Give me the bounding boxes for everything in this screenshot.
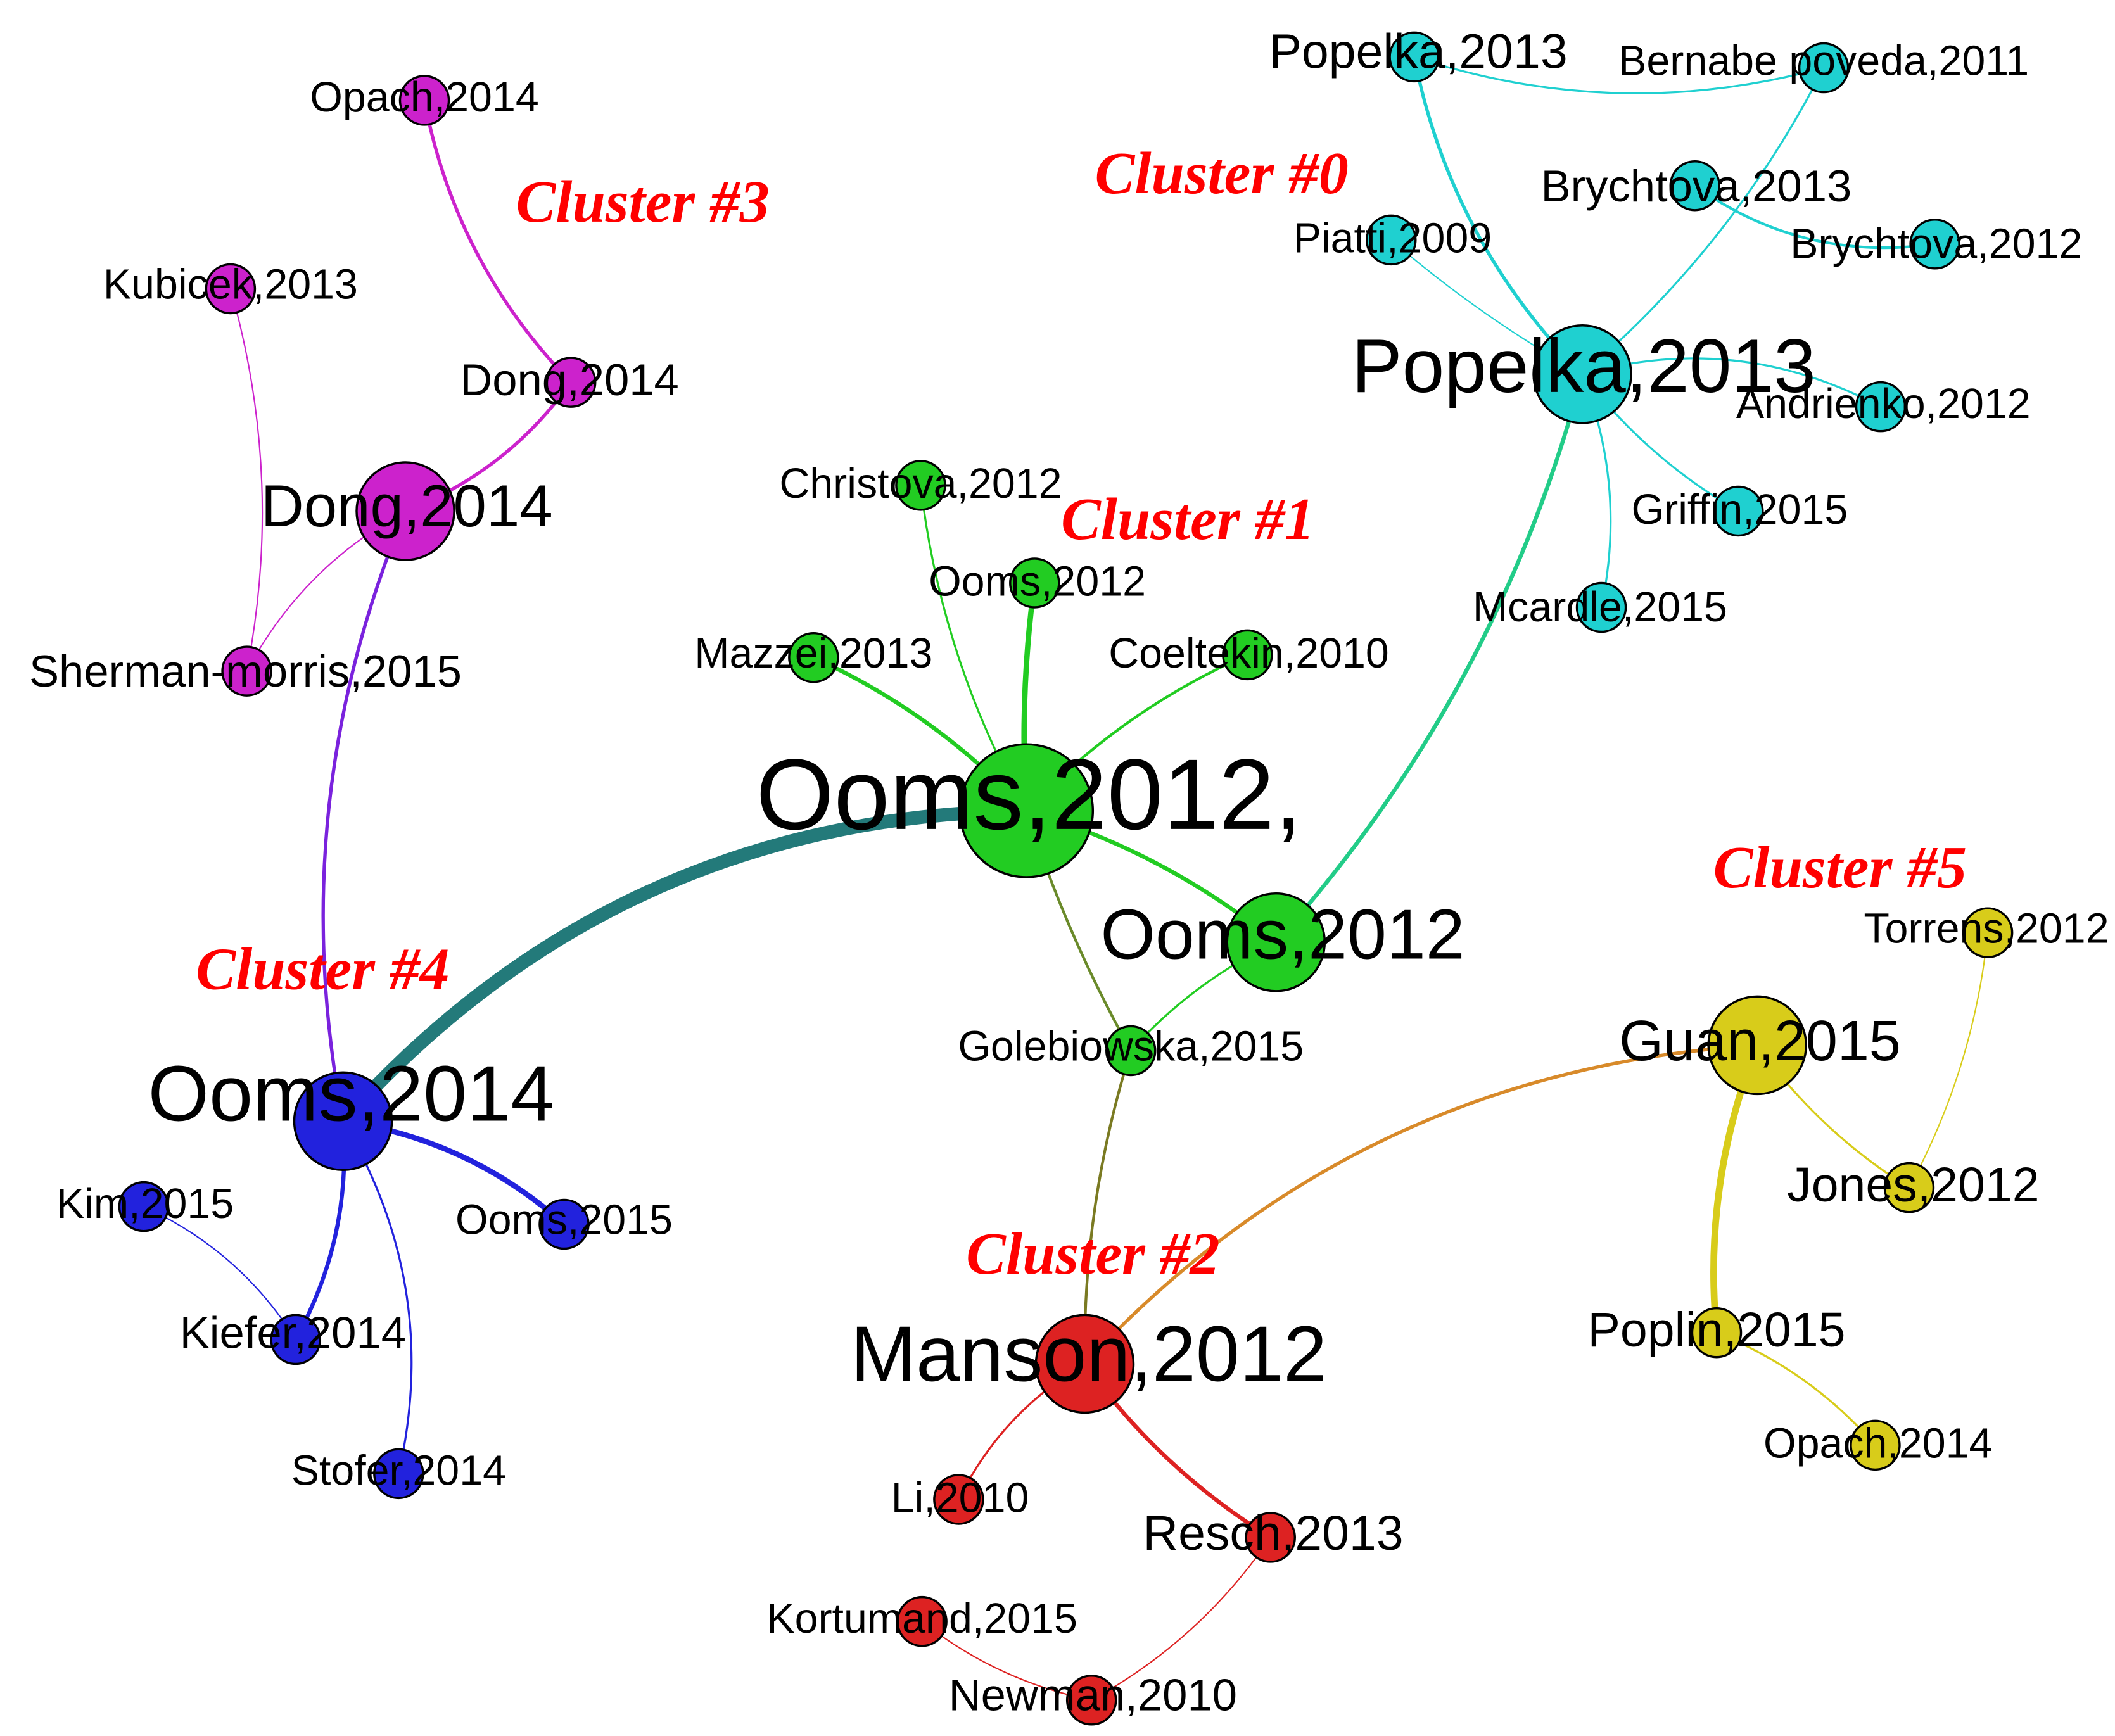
edge-resch2013-newman2010 [1091,1536,1271,1701]
node-label-opach2014b: Opach,2014 [1763,1421,1993,1467]
node-label-popelka2013a: Popelka,2013 [1269,24,1567,79]
node-label-brychtova2012: Brychtova,2012 [1790,220,2082,267]
node-label-stofer2014: Stofer,2014 [291,1448,506,1495]
node-label-mcardle2015: Mcardle,2015 [1473,584,1727,631]
node-label-andrienko2012: Andrienko,2012 [1736,381,2031,428]
node-label-ooms2012b: Ooms,2012 [1100,894,1464,973]
node-label-coeltekin2010: Coeltekin,2010 [1108,630,1389,677]
node-brychtova2013[interactable] [1669,160,1720,212]
edge-ooms2012main-ooms2014 [336,804,1034,1128]
cluster-label-c3: Cluster #3 [516,169,769,235]
edge-torrens2012-jones2012 [1908,932,1989,1189]
edge-popelka2013a-bernabe2011 [1413,56,1825,94]
node-guan2015[interactable] [1707,995,1807,1096]
node-label-newman2010: Newman,2010 [949,1669,1237,1720]
node-ooms2012main[interactable] [958,743,1095,878]
node-popelka2013b[interactable] [1532,324,1632,424]
node-griffin2015[interactable] [1713,485,1764,537]
node-ooms2014[interactable] [293,1071,393,1172]
node-poplin2015[interactable] [1691,1307,1743,1359]
node-newman2010[interactable] [1065,1675,1117,1726]
node-label-poplin2015: Poplin,2015 [1588,1303,1846,1357]
cluster-label-c1: Cluster #1 [1061,486,1314,552]
node-li2010[interactable] [933,1474,984,1525]
node-label-sherman2015: Sherman-morris,2015 [29,646,462,696]
node-label-bernabe2011: Bernabe poveda,2011 [1618,37,2029,84]
node-mazzei2013[interactable] [788,631,839,683]
edge-manson2012-guan2015 [1083,1043,1759,1366]
node-golebiowska2015[interactable] [1105,1025,1157,1077]
node-manson2012[interactable] [1034,1314,1135,1414]
node-kubicek2013[interactable] [205,263,257,315]
node-label-li2010: Li,2010 [891,1474,1029,1521]
node-label-dong2014a: Dong,2014 [460,355,679,405]
node-andrienko2012[interactable] [1855,381,1907,433]
node-label-ooms2012a: Ooms,2012 [929,558,1146,605]
cluster-label-c5: Cluster #5 [1713,835,1967,901]
node-kiefer2014[interactable] [270,1314,321,1365]
node-label-popelka2013b: Popelka,2013 [1352,324,1816,409]
node-kim2015[interactable] [118,1181,170,1232]
edge-kim2015-kiefer2014 [143,1206,296,1340]
node-jones2012[interactable] [1883,1162,1935,1213]
node-stofer2014[interactable] [373,1448,424,1500]
node-label-torrens2012: Torrens,2012 [1864,905,2109,952]
edge-brychtova2013-brychtova2012 [1693,184,1936,250]
node-label-brychtova2013: Brychtova,2013 [1541,161,1852,211]
cluster-label-c2: Cluster #2 [966,1221,1219,1287]
node-torrens2012[interactable] [1962,907,2014,958]
node-label-guan2015: Guan,2015 [1619,1010,1901,1073]
edge-popelka2013b-ooms2012b [1274,372,1585,944]
node-label-resch2013: Resch,2013 [1143,1506,1403,1561]
node-label-christova2012: Christova,2012 [779,460,1062,507]
node-label-ooms2014: Ooms,2014 [148,1050,555,1137]
edge-poplin2015-opach2014b [1715,1331,1877,1447]
node-layer [118,31,2014,1726]
node-label-griffin2015: Griffin,2015 [1632,486,1848,533]
node-label-ooms2012main: Ooms,2012, [756,738,1302,851]
node-mcardle2015[interactable] [1575,581,1627,633]
node-label-jones2012: Jones,2012 [1787,1158,2039,1212]
node-ooms2015[interactable] [538,1198,590,1250]
node-label-kubicek2013: Kubicek,2013 [103,262,358,308]
node-christova2012[interactable] [895,460,946,511]
cluster-label-layer: Cluster #0 Cluster #1 Cluster #2 Cluster #3… [196,141,1967,1287]
node-label-kim2015: Kim,2015 [56,1181,234,1227]
edge-opach2014a-dong2014a [422,98,573,384]
node-piatti2009[interactable] [1366,214,1417,266]
node-bernabe2011[interactable] [1798,42,1850,94]
cluster-label-c4: Cluster #4 [196,937,449,1003]
node-opach2014b[interactable] [1850,1419,1901,1471]
node-dong2014b[interactable] [355,461,455,561]
node-opach2014a[interactable] [398,75,450,126]
node-label-dong2014b: Dong,2014 [261,472,553,539]
node-kortumand2015[interactable] [896,1595,948,1647]
edge-ooms2014-stofer2014 [341,1120,413,1475]
edge-dong2014b-ooms2014 [321,509,407,1123]
node-label-mazzei2013: Mazzei,2013 [694,630,932,677]
node-coeltekin2010[interactable] [1222,629,1273,681]
node-ooms2012a[interactable] [1009,557,1060,609]
edge-popelka2013a-popelka2013b [1412,55,1584,376]
node-popelka2013a[interactable] [1388,31,1440,83]
node-sherman2015[interactable] [221,645,272,697]
node-dong2014a[interactable] [545,357,597,408]
node-label-golebiowska2015: Golebiowska,2015 [958,1023,1304,1070]
node-label-piatti2009: Piatti,2009 [1293,215,1492,262]
node-brychtova2012[interactable] [1909,219,1960,270]
node-label-manson2012: Manson,2012 [851,1310,1327,1398]
node-label-kortumand2015: Kortumand,2015 [766,1595,1077,1642]
node-label-layer: Popelka,2013 Bernabe poveda,2011 Brychtova… [29,24,2109,1720]
edge-bernabe2011-popelka2013b [1581,67,1825,376]
cluster-label-c0: Cluster #0 [1095,141,1349,206]
node-label-opach2014a: Opach,2014 [310,74,539,121]
node-resch2013[interactable] [1245,1512,1296,1563]
node-label-kiefer2014: Kiefer,2014 [180,1308,406,1358]
node-label-ooms2015: Ooms,2015 [455,1197,673,1244]
edge-kubicek2013-sherman2015 [229,288,264,672]
node-ooms2012b[interactable] [1226,892,1326,992]
